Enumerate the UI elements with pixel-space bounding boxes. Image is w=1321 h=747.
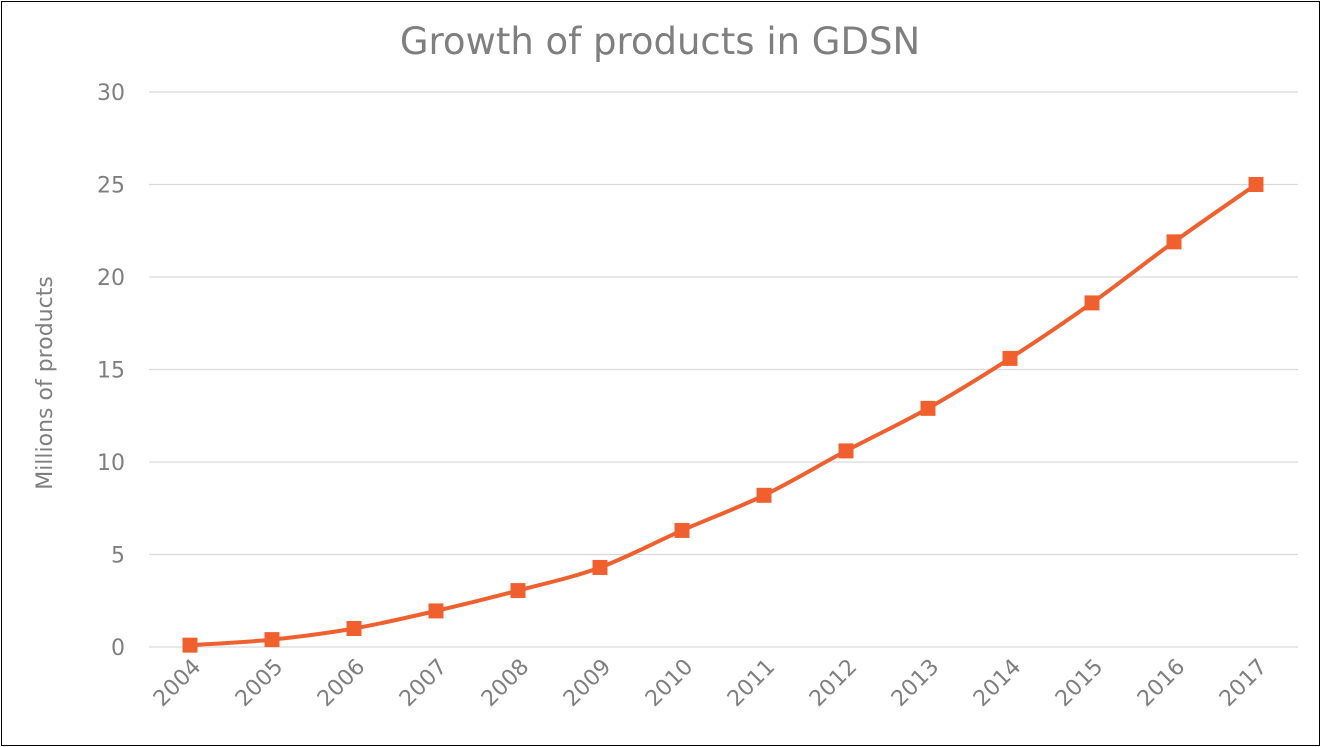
data-point-marker	[674, 522, 690, 538]
x-tick-label: 2008	[477, 655, 534, 712]
data-point-marker	[346, 621, 362, 636]
x-tick-label: 2004	[149, 655, 206, 712]
x-tick-label: 2007	[395, 655, 452, 712]
x-tick-label: 2010	[641, 655, 698, 712]
y-tick-label: 25	[97, 174, 125, 199]
x-tick-label: 2016	[1133, 655, 1190, 712]
data-point-marker	[1166, 234, 1182, 250]
data-point-marker	[182, 637, 198, 653]
x-tick-label: 2012	[805, 655, 862, 712]
y-tick-label: 20	[97, 266, 125, 291]
y-tick-label: 15	[97, 359, 125, 384]
data-point-marker	[1002, 350, 1018, 366]
x-tick-label: 2005	[231, 655, 288, 712]
data-point-marker	[756, 487, 772, 503]
x-tick-label: 2017	[1215, 655, 1272, 712]
x-axis-ticks: 2004 2005 2006 2007 2008 2009 2010 2011 2012 2013…	[149, 655, 1272, 712]
series-layer	[182, 177, 1264, 653]
y-tick-label: 10	[97, 451, 125, 476]
data-point-marker	[264, 632, 280, 648]
data-point-marker	[592, 559, 608, 575]
x-tick-label: 2013	[887, 655, 944, 712]
series-line	[189, 182, 1258, 648]
data-point-marker	[838, 443, 854, 459]
x-tick-label: 2009	[559, 655, 616, 712]
gridlines	[149, 91, 1298, 648]
y-axis-label: Millions of products	[33, 276, 58, 490]
x-tick-label: 2006	[313, 655, 370, 712]
x-tick-label: 2014	[969, 655, 1026, 712]
y-tick-label: 5	[111, 544, 125, 569]
data-point-marker	[1248, 177, 1264, 192]
data-point-marker	[510, 583, 526, 599]
data-point-marker	[920, 400, 936, 416]
data-point-marker	[1084, 295, 1100, 311]
x-tick-label: 2011	[723, 655, 780, 712]
y-tick-label: 30	[97, 81, 125, 106]
y-tick-label: 0	[111, 636, 125, 661]
x-tick-label: 2015	[1051, 655, 1108, 712]
chart-title: Growth of products in GDSN	[400, 20, 920, 63]
data-point-marker	[428, 603, 444, 619]
y-axis-ticks: 0 5 10 15 20 25 30	[97, 81, 125, 661]
